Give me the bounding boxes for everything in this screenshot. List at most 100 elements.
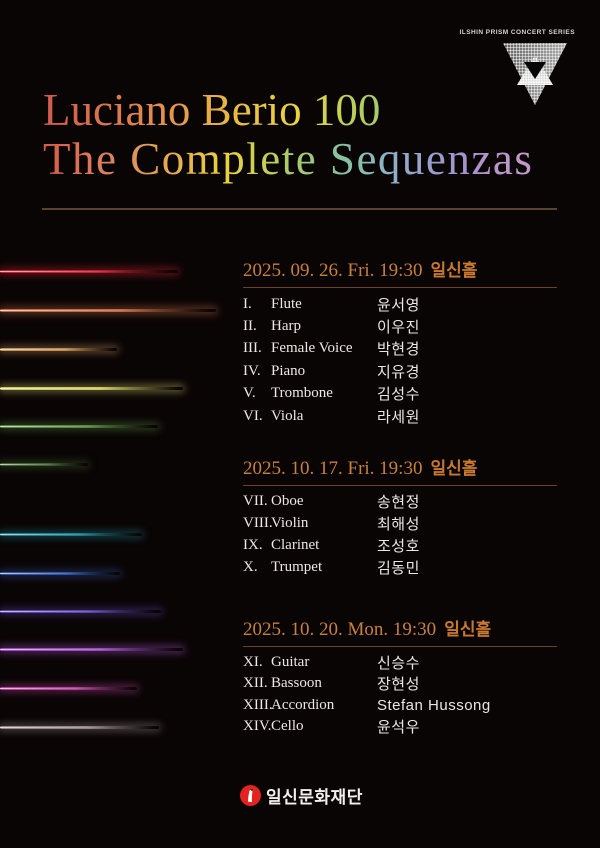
light-streak-core: [0, 534, 114, 535]
section-header: 2025. 10. 20. Mon. 19:30 일신홀: [243, 618, 557, 642]
performer-name: 최해성: [377, 516, 420, 534]
light-streak: [0, 687, 137, 690]
program-section-1: 2025. 09. 26. Fri. 19:30 일신홀 I. Flute 윤서영…: [243, 259, 557, 427]
section-underline: [243, 286, 557, 288]
light-streak: [0, 348, 117, 351]
performer-name: 윤서영: [377, 296, 420, 314]
program-row: IV. Piano 지유경: [243, 360, 557, 382]
light-streak: [0, 309, 216, 312]
sequenza-numeral: XIII.: [243, 696, 273, 713]
program-row: II. Harp 이우진: [243, 315, 557, 337]
series-label: ILSHIN PRISM CONCERT SERIES: [459, 29, 575, 36]
instrument-label: Trombone: [271, 385, 333, 402]
section-header: 2025. 09. 26. Fri. 19:30 일신홀: [243, 259, 557, 283]
program-row: III. Female Voice 박현경: [243, 338, 557, 360]
program-section-3: 2025. 10. 20. Mon. 19:30 일신홀 XI. Guitar 신…: [243, 618, 557, 737]
sequenza-numeral: VIII.: [243, 515, 273, 532]
program-row: XIV. Cello 윤석우: [243, 716, 557, 737]
sequenza-numeral: X.: [243, 558, 258, 575]
light-streak: [0, 387, 183, 390]
title-line-1: Luciano Berio 100: [43, 86, 533, 135]
program-row: VIII. Violin 최해성: [243, 513, 557, 535]
sequenza-numeral: III.: [243, 340, 262, 357]
light-streak-core: [0, 271, 143, 272]
program-row: VII. Oboe 송현정: [243, 491, 557, 513]
light-streak-core: [0, 388, 147, 389]
foundation-mark-icon: [240, 785, 261, 806]
performer-name: 윤석우: [377, 719, 420, 737]
program-rows: XI. Guitar 신승수 XII. Bassoon 장현성 XIII. Ac…: [243, 652, 557, 737]
performer-name: 이우진: [377, 319, 420, 337]
concert-date: 2025. 10. 17. Fri. 19:30: [243, 458, 423, 479]
instrument-label: Female Voice: [271, 340, 353, 357]
performer-name: Stefan Hussong: [377, 696, 491, 714]
light-streak-core: [0, 688, 110, 689]
light-streak-core: [0, 310, 173, 311]
light-streak-core: [0, 464, 71, 465]
instrument-label: Bassoon: [271, 675, 322, 692]
performer-name: 송현정: [377, 494, 420, 512]
concert-venue: 일신홀: [430, 261, 478, 280]
light-streak-core: [0, 349, 94, 350]
program-rows: VII. Oboe 송현정 VIII. Violin 최해성 IX. Clari…: [243, 491, 557, 578]
program-row: I. Flute 윤서영: [243, 293, 557, 315]
program-section-2: 2025. 10. 17. Fri. 19:30 일신홀 VII. Oboe 송현…: [243, 457, 557, 578]
performer-name: 김동민: [377, 559, 420, 577]
light-streak: [0, 425, 158, 428]
program-row: XIII. Accordion Stefan Hussong: [243, 695, 557, 716]
light-streak: [0, 463, 88, 466]
concert-date: 2025. 09. 26. Fri. 19:30: [243, 260, 423, 281]
light-streak-core: [0, 649, 147, 650]
instrument-label: Trumpet: [271, 558, 323, 575]
program-row: V. Trombone 김성수: [243, 383, 557, 405]
program-row: X. Trumpet 김동민: [243, 556, 557, 578]
instrument-label: Guitar: [271, 654, 310, 671]
instrument-label: Clarinet: [271, 536, 320, 553]
light-streak: [0, 270, 178, 273]
light-streak-core: [0, 573, 96, 574]
sequenza-numeral: II.: [243, 318, 257, 335]
instrument-label: Cello: [271, 718, 304, 735]
performer-name: 신승수: [377, 655, 420, 673]
light-streak: [0, 533, 142, 536]
light-streak-core: [0, 611, 129, 612]
light-streak-core: [0, 426, 127, 427]
section-underline: [243, 645, 557, 647]
sequenza-numeral: XIV.: [243, 718, 272, 735]
instrument-label: Accordion: [271, 696, 335, 713]
title-divider: [42, 208, 557, 210]
program-row: XI. Guitar 신승수: [243, 652, 557, 673]
performer-name: 조성호: [377, 537, 420, 555]
concert-venue: 일신홀: [430, 459, 478, 478]
sequenza-numeral: V.: [243, 385, 256, 402]
performer-name: 장현성: [377, 676, 420, 694]
program-row: VI. Viola 라세원: [243, 405, 557, 427]
performer-name: 박현경: [377, 341, 420, 359]
sequenza-numeral: IV.: [243, 362, 261, 379]
instrument-label: Violin: [271, 515, 309, 532]
poster-title: Luciano Berio 100 The Complete Sequenzas: [43, 86, 533, 184]
performer-name: 라세원: [377, 408, 420, 426]
section-header: 2025. 10. 17. Fri. 19:30 일신홀: [243, 457, 557, 481]
instrument-label: Flute: [271, 295, 302, 312]
section-underline: [243, 484, 557, 486]
program-rows: I. Flute 윤서영 II. Harp 이우진 III. Female Vo…: [243, 293, 557, 427]
program-row: XII. Bassoon 장현성: [243, 673, 557, 694]
light-streak: [0, 726, 159, 729]
title-line-2: The Complete Sequenzas: [43, 134, 534, 184]
sequenza-numeral: VI.: [243, 407, 263, 424]
light-streak: [0, 572, 120, 575]
sequenza-numeral: I.: [243, 295, 252, 312]
sequenza-numeral: VII.: [243, 493, 268, 510]
light-streak-core: [0, 727, 128, 728]
sequenza-numeral: XI.: [243, 654, 263, 671]
foundation-logo: 일신문화재단: [240, 783, 363, 808]
prism-logo-icon: [503, 43, 567, 107]
program-row: IX. Clarinet 조성호: [243, 535, 557, 557]
concert-date: 2025. 10. 20. Mon. 19:30: [243, 619, 437, 640]
instrument-label: Viola: [271, 407, 304, 424]
light-streak: [0, 648, 183, 651]
sequenza-numeral: IX.: [243, 536, 263, 553]
instrument-label: Piano: [271, 362, 306, 379]
